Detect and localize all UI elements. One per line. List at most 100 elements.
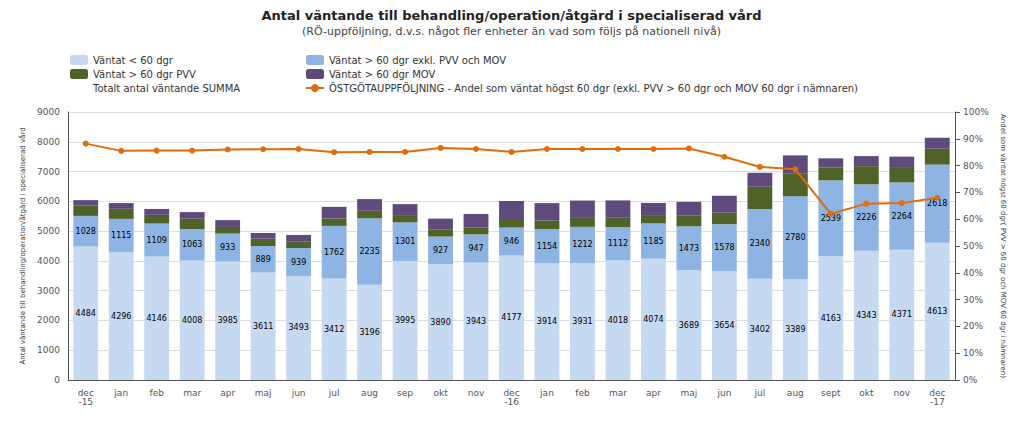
svg-text:1000: 1000 (37, 345, 60, 355)
svg-text:4008: 4008 (182, 316, 202, 325)
svg-text:4871: 4871 (288, 223, 308, 232)
svg-text:10%: 10% (963, 348, 983, 358)
svg-text:2780: 2780 (785, 233, 805, 242)
svg-text:maj: maj (681, 388, 698, 398)
svg-text:7000: 7000 (37, 167, 60, 177)
svg-text:aug: aug (361, 388, 378, 398)
svg-text:ÖSTGÖTAUPPFÖLJNING - Andel som: ÖSTGÖTAUPPFÖLJNING - Andel som väntat hö… (329, 82, 858, 94)
svg-text:3689: 3689 (679, 321, 699, 330)
svg-text:3389: 3389 (785, 325, 805, 334)
svg-text:Antal väntande till behandling: Antal väntande till behandling/operation… (261, 8, 761, 23)
svg-text:3196: 3196 (359, 328, 379, 337)
svg-text:feb: feb (575, 388, 590, 398)
svg-text:8136: 8136 (927, 126, 947, 135)
svg-text:6075: 6075 (359, 188, 379, 197)
svg-text:4074: 4074 (643, 315, 663, 324)
svg-text:4177: 4177 (501, 313, 521, 322)
svg-text:nov: nov (894, 388, 911, 398)
svg-text:Andel som väntat högst 60 dgr(: Andel som väntat högst 60 dgr( PVV > 60 … (999, 114, 1007, 378)
svg-text:1762: 1762 (324, 248, 344, 257)
svg-text:2235: 2235 (359, 247, 379, 256)
svg-text:4936: 4936 (253, 222, 273, 231)
svg-text:6026: 6026 (572, 189, 592, 198)
svg-text:5984: 5984 (679, 190, 699, 199)
svg-text:1578: 1578 (714, 243, 734, 252)
svg-text:feb: feb (149, 388, 164, 398)
svg-text:maj: maj (255, 388, 272, 398)
svg-text:0%: 0% (963, 375, 978, 385)
svg-text:mar: mar (183, 388, 201, 398)
svg-text:1473: 1473 (679, 244, 699, 253)
svg-text:5946: 5946 (643, 191, 663, 200)
svg-text:7444: 7444 (785, 147, 805, 156)
svg-text:947: 947 (468, 244, 483, 253)
svg-text:nov: nov (468, 388, 485, 398)
svg-text:1109: 1109 (147, 236, 167, 245)
svg-text:6014: 6014 (501, 189, 521, 198)
svg-text:sep: sep (397, 388, 413, 398)
svg-text:927: 927 (433, 246, 448, 255)
svg-text:5745: 5745 (147, 197, 167, 206)
svg-text:jan: jan (539, 388, 554, 398)
svg-text:3493: 3493 (288, 323, 308, 332)
svg-text:Väntat > 60 dgr exkl. PVV och: Väntat > 60 dgr exkl. PVV och MOV (329, 55, 506, 66)
svg-text:1063: 1063 (182, 240, 202, 249)
svg-text:4296: 4296 (111, 312, 131, 321)
svg-text:40%: 40% (963, 268, 983, 278)
svg-text:3654: 3654 (714, 321, 734, 330)
svg-text:7501: 7501 (892, 145, 912, 154)
svg-text:7519: 7519 (856, 145, 876, 154)
svg-text:4018: 4018 (608, 316, 628, 325)
svg-text:Totalt antal väntande SUMMA: Totalt antal väntande SUMMA (92, 83, 240, 94)
svg-text:jul: jul (328, 388, 340, 398)
svg-text:1185: 1185 (643, 237, 663, 246)
svg-text:3412: 3412 (324, 325, 344, 334)
svg-text:3985: 3985 (217, 316, 237, 325)
svg-text:2340: 2340 (750, 239, 770, 248)
svg-text:apr: apr (646, 388, 661, 398)
svg-text:933: 933 (220, 243, 235, 252)
svg-text:6188: 6188 (714, 184, 734, 193)
svg-text:mar: mar (609, 388, 627, 398)
svg-text:4163: 4163 (821, 314, 841, 323)
svg-text:6040: 6040 (76, 189, 96, 198)
svg-text:60%: 60% (963, 214, 983, 224)
svg-text:70%: 70% (963, 187, 983, 197)
svg-text:4146: 4146 (147, 314, 167, 323)
svg-text:Väntat > 60 dgr PVV: Väntat > 60 dgr PVV (93, 69, 196, 80)
svg-text:3000: 3000 (37, 286, 60, 296)
svg-text:3943: 3943 (466, 317, 486, 326)
svg-text:20%: 20% (963, 321, 983, 331)
svg-text:okt: okt (859, 388, 874, 398)
svg-text:1028: 1028 (76, 227, 96, 236)
svg-text:7766: 7766 (821, 137, 841, 146)
svg-text:5420: 5420 (430, 207, 450, 216)
svg-text:2226: 2226 (856, 213, 876, 222)
svg-text:3890: 3890 (430, 318, 450, 327)
svg-text:946: 946 (504, 237, 519, 246)
svg-text:2264: 2264 (892, 212, 912, 221)
svg-text:9000: 9000 (37, 107, 60, 117)
svg-text:5942: 5942 (111, 192, 131, 201)
svg-text:sept: sept (821, 388, 841, 398)
svg-text:5369: 5369 (217, 209, 237, 218)
svg-text:Väntat < 60 dgr: Väntat < 60 dgr (93, 55, 174, 66)
svg-text:939: 939 (291, 258, 306, 267)
svg-text:90%: 90% (963, 134, 983, 144)
svg-text:0: 0 (54, 375, 60, 385)
svg-text:-16: -16 (504, 397, 519, 407)
svg-text:6958: 6958 (750, 161, 770, 170)
svg-text:889: 889 (255, 255, 270, 264)
svg-text:-17: -17 (930, 397, 945, 407)
svg-text:5639: 5639 (182, 201, 202, 210)
svg-text:4343: 4343 (856, 311, 876, 320)
svg-text:1154: 1154 (537, 242, 557, 251)
svg-text:2000: 2000 (37, 315, 60, 325)
svg-text:4371: 4371 (892, 310, 912, 319)
svg-text:80%: 80% (963, 161, 983, 171)
svg-text:5906: 5906 (395, 193, 415, 202)
svg-text:30%: 30% (963, 295, 983, 305)
svg-text:jan: jan (113, 388, 128, 398)
svg-text:4000: 4000 (37, 256, 60, 266)
svg-text:3931: 3931 (572, 317, 592, 326)
